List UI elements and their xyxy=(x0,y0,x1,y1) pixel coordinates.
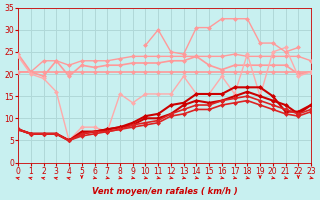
X-axis label: Vent moyen/en rafales ( km/h ): Vent moyen/en rafales ( km/h ) xyxy=(92,187,237,196)
